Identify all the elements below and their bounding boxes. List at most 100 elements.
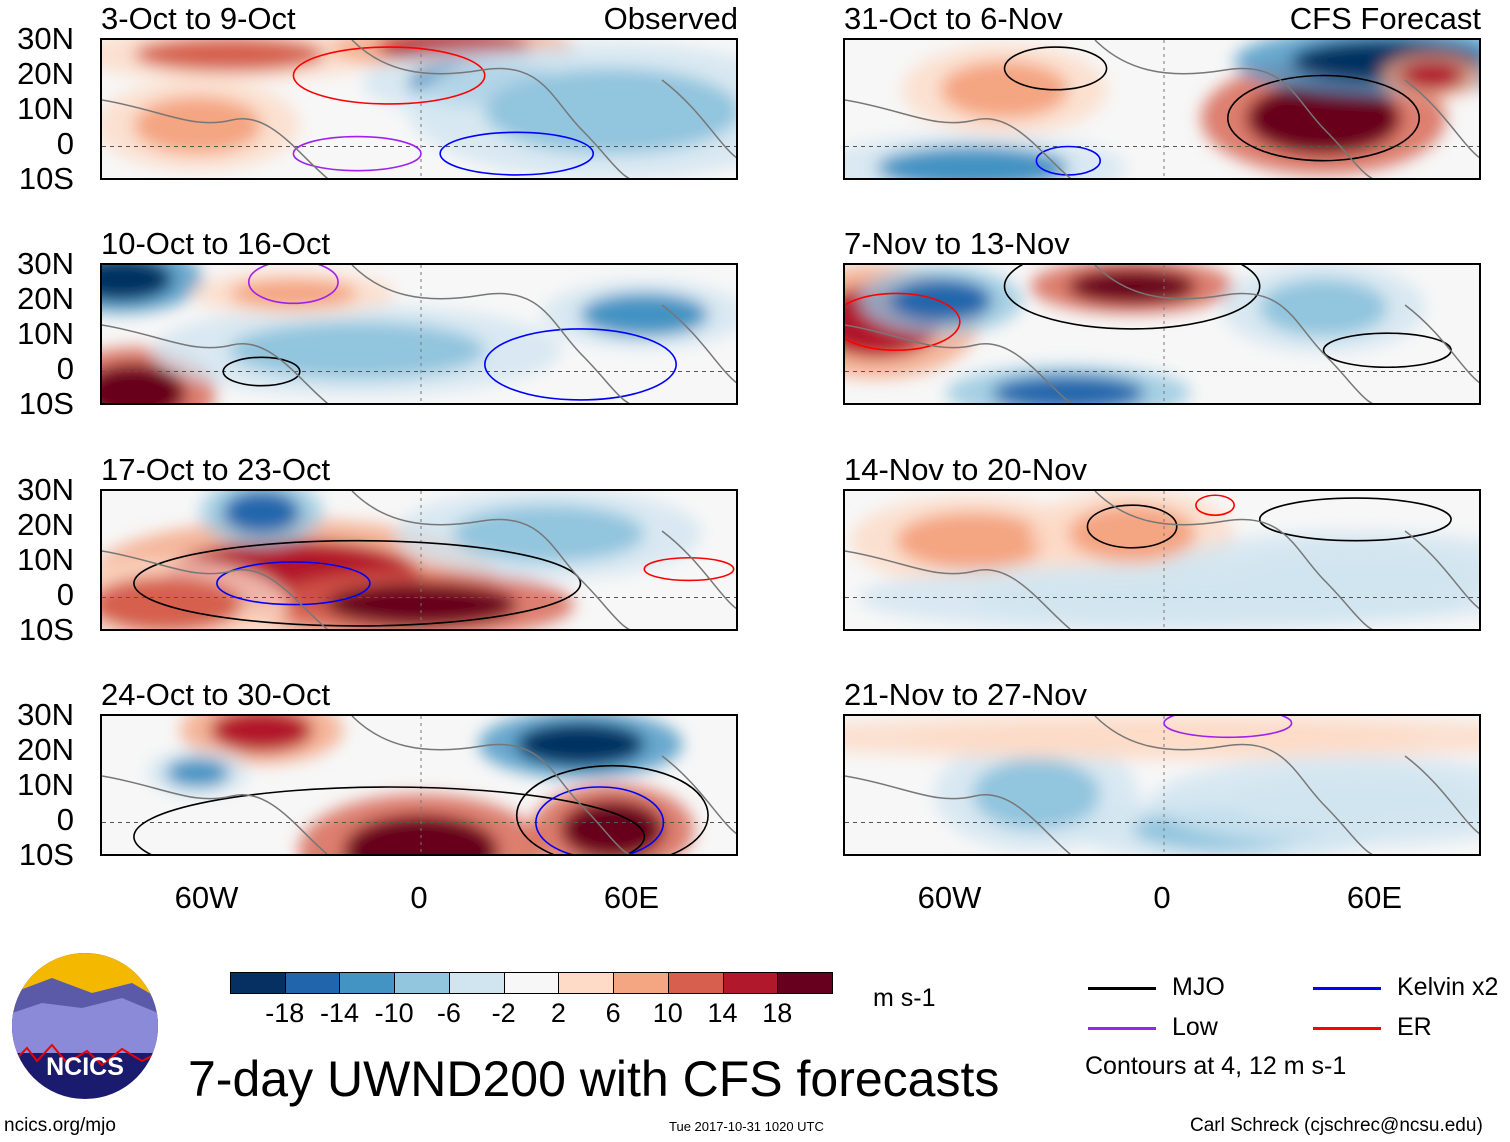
y-tick-label: 20N [17, 732, 74, 767]
panel-date-range: 31-Oct to 6-Nov [844, 1, 1063, 36]
contour-line [1163, 716, 1293, 739]
anomaly-region [210, 716, 313, 752]
panel-date-range: 7-Nov to 13-Nov [844, 226, 1070, 261]
map-panel [843, 714, 1481, 856]
anomaly-region [229, 279, 358, 308]
anomaly-region [876, 146, 1069, 178]
coastline [102, 265, 736, 403]
contour-line [1035, 145, 1102, 176]
anomaly-region [561, 801, 664, 854]
legend-line [1313, 1027, 1381, 1030]
anomaly-region [1259, 279, 1388, 336]
colorbar-swatch [339, 972, 396, 994]
legend-label: MJO [1172, 973, 1225, 1001]
x-tick-label: 60W [917, 880, 982, 915]
y-tick-label: 10S [18, 386, 74, 421]
contour-line [247, 265, 339, 305]
contour-line [216, 561, 371, 606]
contour-line [515, 764, 709, 854]
y-tick-label: 10N [17, 542, 74, 577]
x-tick-label: 60W [174, 880, 239, 915]
panel-date-range: 17-Oct to 23-Oct [101, 452, 331, 487]
y-tick-label: 10N [17, 91, 74, 126]
footer-author: Carl Schreck (cjschrec@ncsu.edu) [1190, 1115, 1483, 1136]
coastline [102, 716, 736, 854]
anomaly-region [896, 512, 1050, 570]
x-tick-label: 0 [1153, 880, 1171, 915]
logo-mountains-icon: NCICS [12, 953, 158, 1081]
colorbar-swatch [448, 972, 505, 994]
anomaly-region [102, 265, 173, 301]
colorbar-label: -10 [374, 998, 414, 1028]
anomaly-region [484, 68, 736, 154]
colorbar-swatch [230, 972, 286, 994]
anomaly-region [516, 723, 645, 766]
colorbar-swatch [667, 972, 724, 994]
contour-line [292, 46, 486, 105]
legend-line [1088, 1027, 1156, 1030]
colorbar-label: 6 [605, 998, 621, 1028]
map-panel [100, 489, 738, 631]
contour-line [292, 135, 422, 172]
colorbar-label: -18 [265, 998, 305, 1028]
footer-timestamp: Tue 2017-10-31 1020 UTC [669, 1119, 824, 1134]
x-tick-label: 60E [1346, 880, 1403, 915]
panel-date-range: 21-Nov to 27-Nov [844, 677, 1087, 712]
contour-line [1258, 497, 1452, 542]
contour-line [1003, 46, 1108, 91]
colorbar-units: m s-1 [873, 984, 936, 1012]
map-panel [843, 263, 1481, 405]
contour-line [483, 328, 677, 401]
anomaly-region [223, 491, 300, 534]
anomaly-region [229, 321, 485, 379]
legend-line [1313, 987, 1381, 990]
logo: NCICS [12, 953, 158, 1099]
y-tick-label: 10S [18, 837, 74, 872]
coastline [102, 40, 736, 178]
svg-text:NCICS: NCICS [46, 1053, 124, 1081]
colorbar-label: -6 [436, 998, 461, 1028]
contour-line [1226, 74, 1420, 162]
anomaly-region [1227, 547, 1479, 605]
anomaly-region [1068, 505, 1196, 562]
map-panel [100, 714, 738, 856]
contour-line [1086, 504, 1178, 549]
anomaly-region [972, 758, 1101, 830]
anomaly-region [344, 815, 498, 854]
colorbar-label: 18 [762, 998, 793, 1028]
coastline [102, 491, 736, 629]
colorbar-label: 14 [707, 998, 738, 1028]
y-tick-label: 10N [17, 767, 74, 802]
column-header: Observed [603, 1, 738, 36]
footer-url[interactable]: ncics.org/mjo [4, 1115, 116, 1136]
anomaly-region [133, 96, 262, 154]
x-tick-label: 0 [410, 880, 428, 915]
y-tick-label: 30N [17, 246, 74, 281]
anomaly-region [889, 279, 992, 322]
map-panel [843, 38, 1481, 180]
contour-line [133, 786, 646, 854]
colorbar-swatch [394, 972, 450, 994]
column-header: CFS Forecast [1289, 1, 1481, 36]
y-tick-label: 0 [56, 351, 74, 386]
contour-line [643, 556, 735, 582]
contour-line [133, 539, 582, 627]
panel-date-range: 3-Oct to 9-Oct [101, 1, 296, 36]
contour-line [1195, 494, 1235, 516]
anomaly-region [165, 758, 230, 787]
colorbar-label: 2 [550, 998, 566, 1028]
y-tick-label: 30N [17, 472, 74, 507]
anomaly-region [940, 61, 1069, 119]
contour-line [845, 292, 961, 351]
y-tick-label: 10N [17, 316, 74, 351]
y-tick-label: 20N [17, 507, 74, 542]
y-tick-label: 0 [56, 802, 74, 837]
coastline [845, 491, 1479, 629]
contour-line [535, 786, 665, 854]
colorbar-swatch [503, 972, 560, 994]
contour-line [1003, 265, 1261, 330]
anomaly-region [102, 364, 185, 403]
y-tick-label: 30N [17, 697, 74, 732]
coastline [845, 265, 1479, 403]
